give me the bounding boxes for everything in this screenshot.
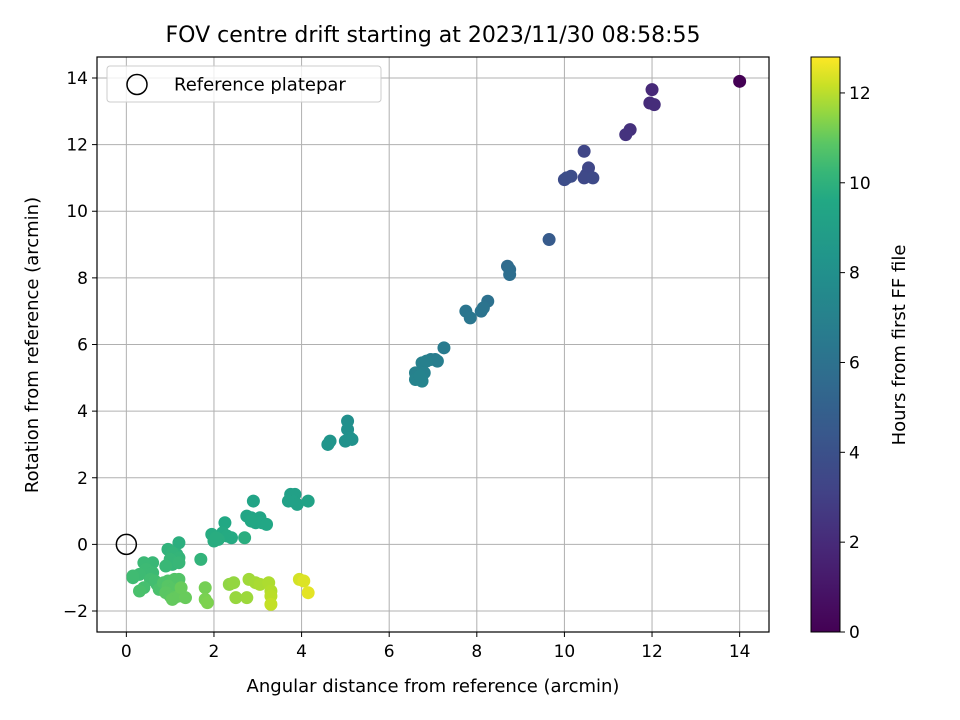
data-point (238, 531, 252, 545)
data-point (560, 171, 574, 185)
data-point (430, 354, 444, 368)
colorbar-tick-label: 8 (849, 264, 860, 284)
data-point (321, 437, 335, 451)
data-point (126, 571, 140, 585)
data-point (503, 268, 517, 282)
data-point (260, 517, 274, 531)
data-point (645, 83, 659, 97)
y-tick-label: 10 (66, 202, 88, 222)
colorbar (810, 56, 841, 633)
y-tick-label: 6 (77, 336, 88, 356)
data-point (463, 311, 477, 325)
data-point (413, 369, 427, 383)
grid-lines (97, 57, 769, 632)
data-point (345, 432, 359, 446)
data-point (194, 552, 208, 566)
x-tick-label: 12 (641, 642, 663, 662)
data-points (126, 74, 747, 611)
data-point (240, 591, 254, 605)
data-point (619, 128, 633, 142)
data-point (733, 74, 747, 88)
colorbar-tick-label: 2 (849, 533, 860, 553)
data-point (198, 581, 212, 595)
y-tick-label: 14 (66, 69, 88, 89)
data-point (159, 559, 173, 573)
y-tick-label: 0 (77, 535, 88, 555)
data-point (246, 494, 260, 508)
data-point (419, 354, 433, 368)
x-tick-label: 2 (209, 642, 220, 662)
data-point (178, 591, 192, 605)
y-tick-label: 4 (77, 402, 88, 422)
x-tick-label: 6 (384, 642, 395, 662)
data-point (209, 531, 223, 545)
colorbar-tick-label: 10 (849, 174, 871, 194)
x-axis-ticks: 0 2 4 6 8 10 12 14 (121, 632, 751, 662)
x-axis-label: Angular distance from reference (arcmin) (247, 676, 620, 697)
legend: Reference platepar (106, 65, 382, 103)
colorbar-ticks: 0 2 4 6 8 10 12 (840, 84, 871, 643)
y-tick-label: 2 (77, 469, 88, 489)
legend-label: Reference platepar (174, 75, 346, 96)
y-tick-label: 12 (66, 136, 88, 156)
chart-title: FOV centre drift starting at 2023/11/30 … (166, 23, 701, 48)
data-point (586, 171, 600, 185)
reference-platepar-marker (115, 533, 138, 556)
data-point (229, 591, 243, 605)
colorbar-tick-label: 4 (849, 443, 860, 463)
data-point (297, 574, 311, 588)
data-point (244, 514, 258, 528)
colorbar-tick-label: 12 (849, 84, 871, 104)
data-point (476, 301, 490, 315)
reference-marker-layer (115, 533, 138, 556)
legend-reference-marker (126, 73, 148, 96)
x-tick-label: 0 (121, 642, 132, 662)
y-axis-ticks: −2 0 2 4 6 8 10 12 14 (63, 69, 97, 622)
data-point (172, 556, 186, 570)
data-point (132, 584, 146, 598)
data-point (647, 98, 661, 112)
data-point (301, 494, 315, 508)
colorbar-label: Hours from first FF file (889, 245, 910, 446)
y-tick-label: −2 (63, 602, 88, 622)
data-point (577, 144, 591, 158)
colorbar-tick-label: 6 (849, 353, 860, 373)
data-point (218, 516, 232, 530)
data-point (174, 581, 188, 595)
data-point (264, 597, 278, 611)
data-point (301, 586, 315, 600)
data-point (172, 536, 186, 550)
data-point (281, 494, 295, 508)
data-point (437, 341, 451, 355)
data-point (227, 576, 241, 590)
x-tick-label: 8 (471, 642, 482, 662)
data-point (200, 596, 214, 610)
data-point (542, 233, 556, 247)
x-tick-label: 14 (729, 642, 751, 662)
x-tick-label: 10 (554, 642, 576, 662)
y-axis-label: Rotation from reference (arcmin) (22, 197, 43, 493)
legend-box (106, 65, 382, 103)
y-tick-label: 8 (77, 269, 88, 289)
colorbar-tick-label: 0 (849, 623, 860, 643)
x-tick-label: 4 (296, 642, 307, 662)
